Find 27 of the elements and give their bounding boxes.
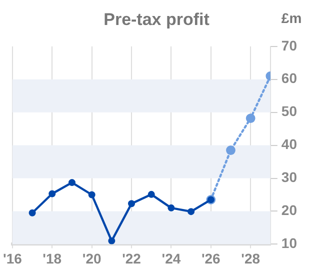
point [226, 146, 236, 155]
x-tick-label: '20 [82, 250, 102, 266]
point [108, 237, 116, 244]
y-tick-label: 40 [281, 136, 298, 152]
y-tick-label: 20 [281, 202, 298, 218]
y-axis-title: £m [281, 10, 302, 26]
point [28, 209, 36, 216]
x-tick-label: '16 [3, 250, 22, 266]
y-tick-label: 30 [281, 169, 298, 186]
point [148, 190, 155, 198]
x-tick-label: '18 [42, 250, 62, 266]
point [68, 179, 76, 186]
x-tick-label: '22 [122, 250, 142, 266]
point [48, 190, 56, 198]
point [188, 208, 195, 216]
x-tick-label: '26 [201, 250, 221, 266]
chart-title: Pre-tax profit [104, 10, 210, 29]
x-tick-label: '28 [241, 250, 260, 266]
point [246, 114, 256, 123]
point [128, 200, 136, 208]
y-tick-label: 10 [281, 235, 298, 252]
y-tick-label: 60 [281, 70, 298, 86]
y-tick-label: 70 [281, 37, 298, 54]
x-tick-label: '24 [162, 250, 181, 266]
y-tick-label: 50 [281, 103, 298, 120]
point [168, 204, 175, 212]
point [88, 191, 96, 198]
